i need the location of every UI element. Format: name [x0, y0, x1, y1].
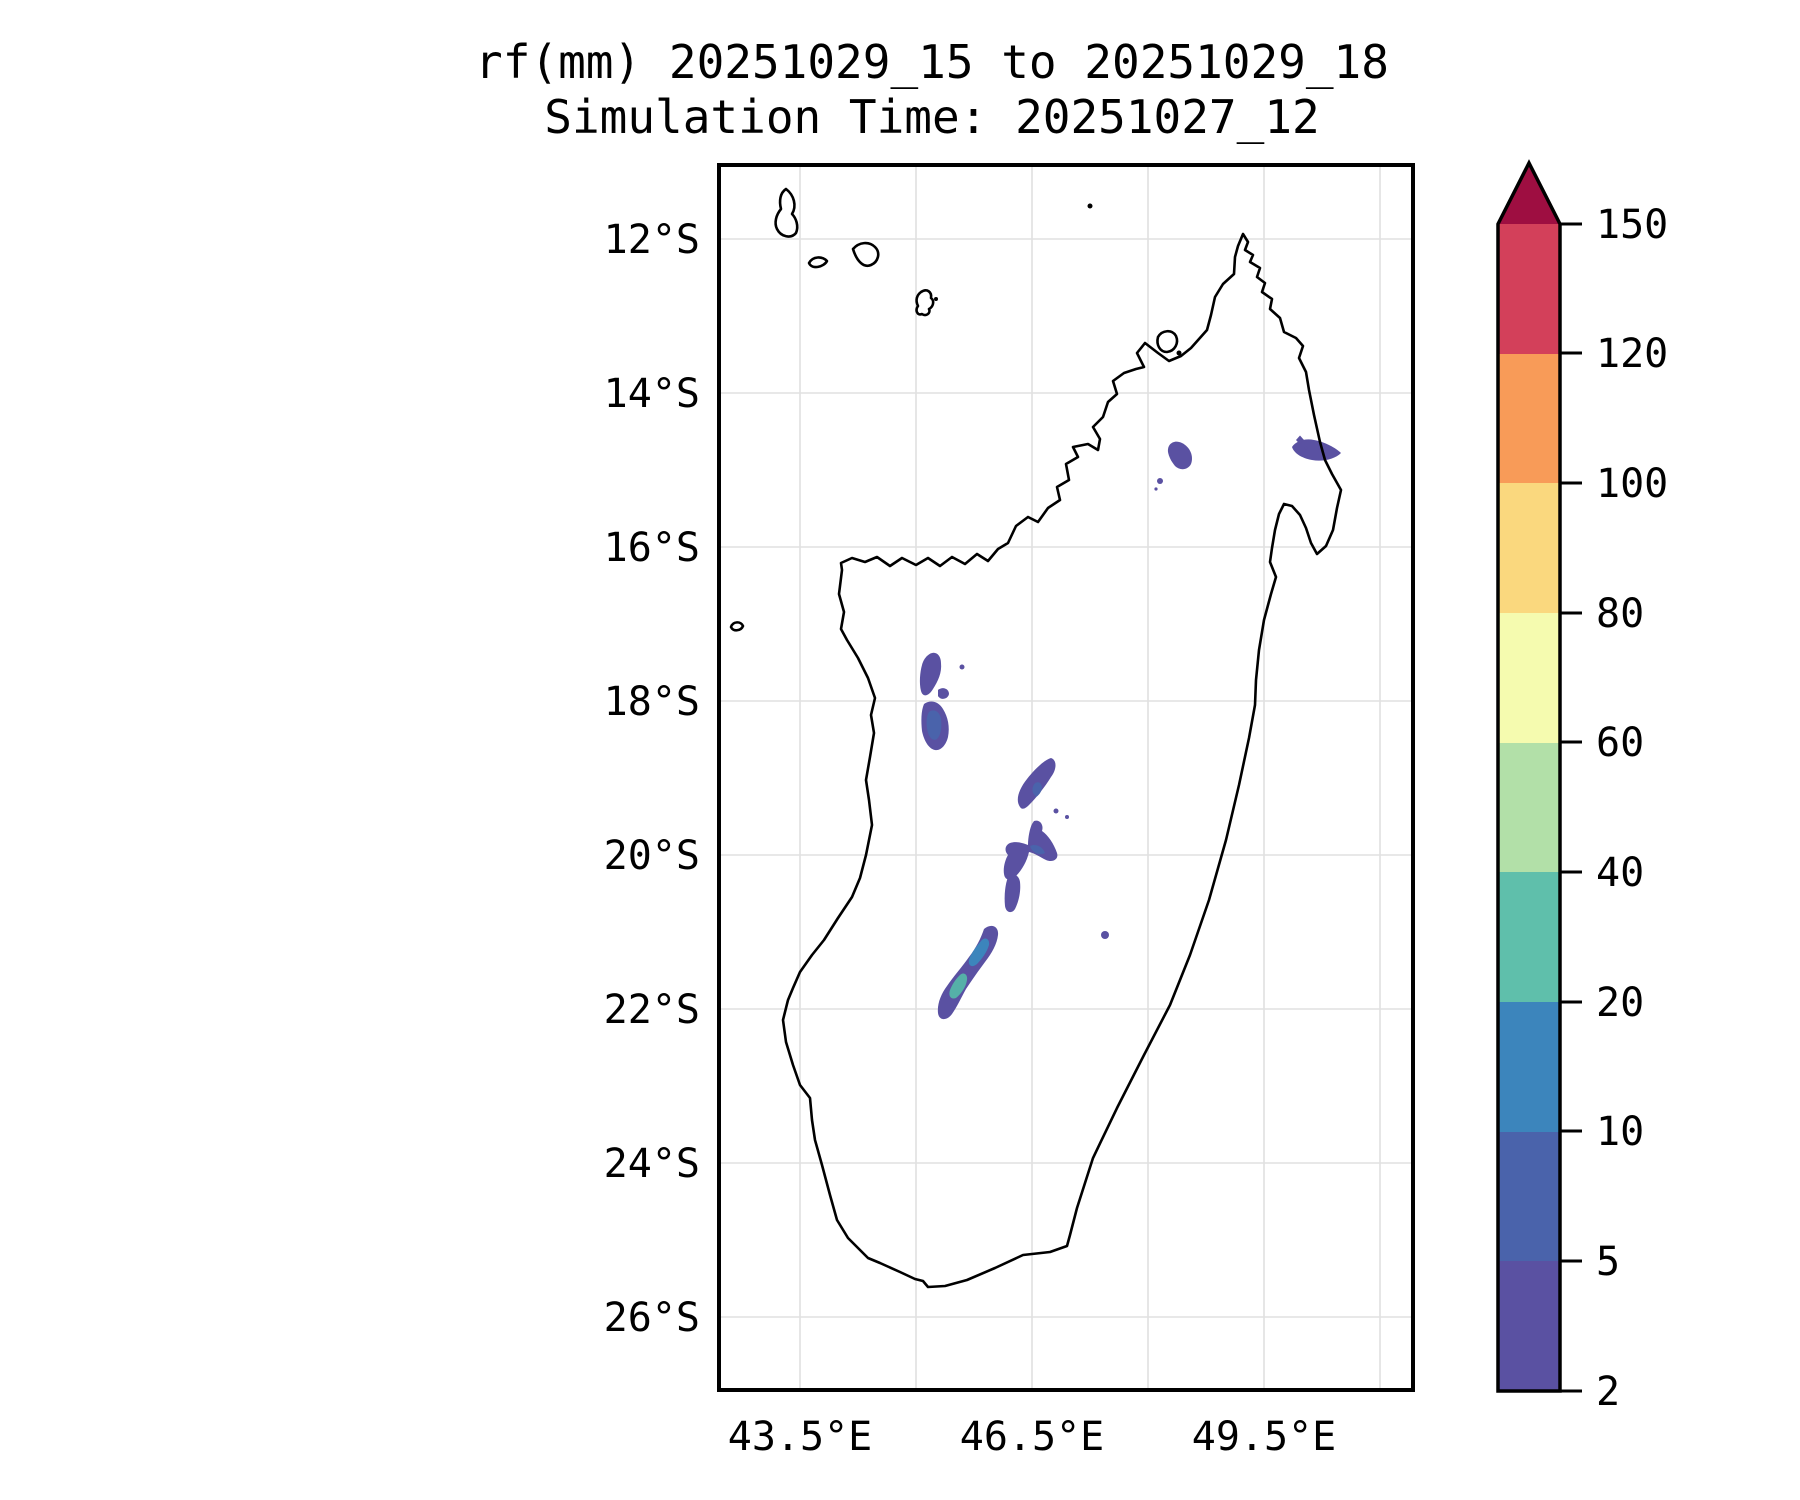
colorbar-segment [1498, 353, 1560, 483]
colorbar-labels: 150 120 100 80 60 40 20 10 5 2 [1596, 202, 1668, 1415]
mayotte-islet-dot [934, 297, 938, 301]
colorbar-segment [1498, 483, 1560, 613]
colorbar-tick-label: 120 [1596, 331, 1668, 377]
rain-cell-west-comma [938, 688, 949, 699]
colorbar-over-arrow [1498, 163, 1560, 224]
colorbar-ticks [1560, 222, 1582, 1393]
rain-speck [1065, 815, 1069, 819]
lat-tick-label: 18°S [604, 679, 700, 725]
colorbar-segment [1498, 1131, 1560, 1261]
colorbar-tick-label: 2 [1596, 1369, 1620, 1415]
lat-tick-label: 20°S [604, 833, 700, 879]
colorbar-tick-label: 40 [1596, 850, 1644, 896]
lat-tick-label: 16°S [604, 525, 700, 571]
colorbar-tick-label: 100 [1596, 461, 1668, 507]
rain-core-south-heavy [968, 938, 990, 967]
rain-cell-central-hook [1003, 820, 1058, 880]
colorbar-segment [1498, 742, 1560, 872]
lat-tick-label: 12°S [604, 217, 700, 263]
map-frame [717, 163, 1415, 1392]
lat-tick-label: 26°S [604, 1295, 700, 1341]
rain-speck [959, 664, 965, 670]
colorbar-tick-label: 5 [1596, 1239, 1620, 1285]
nosy-komba-islet-dot [1176, 350, 1182, 356]
colorbar-segment [1498, 1261, 1560, 1391]
lat-tick-label: 24°S [604, 1141, 700, 1187]
lat-tick-label: 14°S [604, 371, 700, 417]
juan-de-nova-island [729, 621, 745, 632]
rain-cell-isolated-dot [1101, 931, 1109, 939]
rain-core-central-diagonal [1032, 782, 1042, 797]
colorbar-segment [1498, 1002, 1560, 1132]
lat-axis: 12°S 14°S 16°S 18°S 20°S 22°S 24°S 26°S [604, 217, 700, 1341]
rain-cell-northeast-coast [1292, 439, 1341, 461]
rain-speck [1053, 808, 1059, 814]
lon-tick-label: 46.5°E [960, 1414, 1105, 1460]
coastlines [729, 187, 1343, 1289]
rain-cell-north-interior [1167, 441, 1192, 470]
rain-core-south-intense [949, 973, 968, 999]
rain-speck [1296, 435, 1304, 445]
chart-title: rf(mm) 20251029_15 to 20251029_18 [475, 35, 1389, 89]
lon-tick-label: 43.5°E [728, 1414, 873, 1460]
anjouan-island [851, 241, 880, 268]
colorbar-segment [1498, 613, 1560, 743]
islet-dots [934, 203, 1182, 356]
lon-axis: 43.5°E 46.5°E 49.5°E [728, 1414, 1337, 1460]
mayotte-island [915, 289, 935, 317]
grande-comore-island [774, 187, 799, 238]
rain-speck [1154, 487, 1158, 491]
colorbar-tick-label: 10 [1596, 1109, 1644, 1155]
colorbar-outline [1496, 159, 1562, 1393]
colorbar-tick-label: 150 [1596, 202, 1668, 248]
rain-cells-moderate [926, 710, 1045, 855]
chart-subtitle: Simulation Time: 20251027_12 [544, 90, 1319, 144]
rain-core-central-hook [1030, 844, 1045, 855]
lat-tick-label: 22°S [604, 987, 700, 1033]
lon-tick-label: 49.5°E [1192, 1414, 1337, 1460]
colorbar-segment [1498, 872, 1560, 1002]
glorioso-islet-dot [1087, 203, 1093, 209]
moheli-island [807, 256, 829, 269]
rain-speck [1304, 446, 1308, 450]
rain-cell-west-upper [919, 652, 942, 696]
rain-core-west-lower [926, 710, 942, 740]
rain-cell-central-tail [1004, 874, 1021, 913]
colorbar-tick-label: 20 [1596, 980, 1644, 1026]
colorbar-segment [1498, 224, 1560, 354]
colorbar-tick-label: 80 [1596, 591, 1644, 637]
madagascar-coastline [781, 232, 1343, 1289]
colorbar-tick-label: 60 [1596, 720, 1644, 766]
nosy-be-island [1156, 329, 1179, 354]
colorbar: 150 120 100 80 60 40 20 10 5 2 [1496, 159, 1668, 1415]
rain-speck [1157, 478, 1163, 484]
